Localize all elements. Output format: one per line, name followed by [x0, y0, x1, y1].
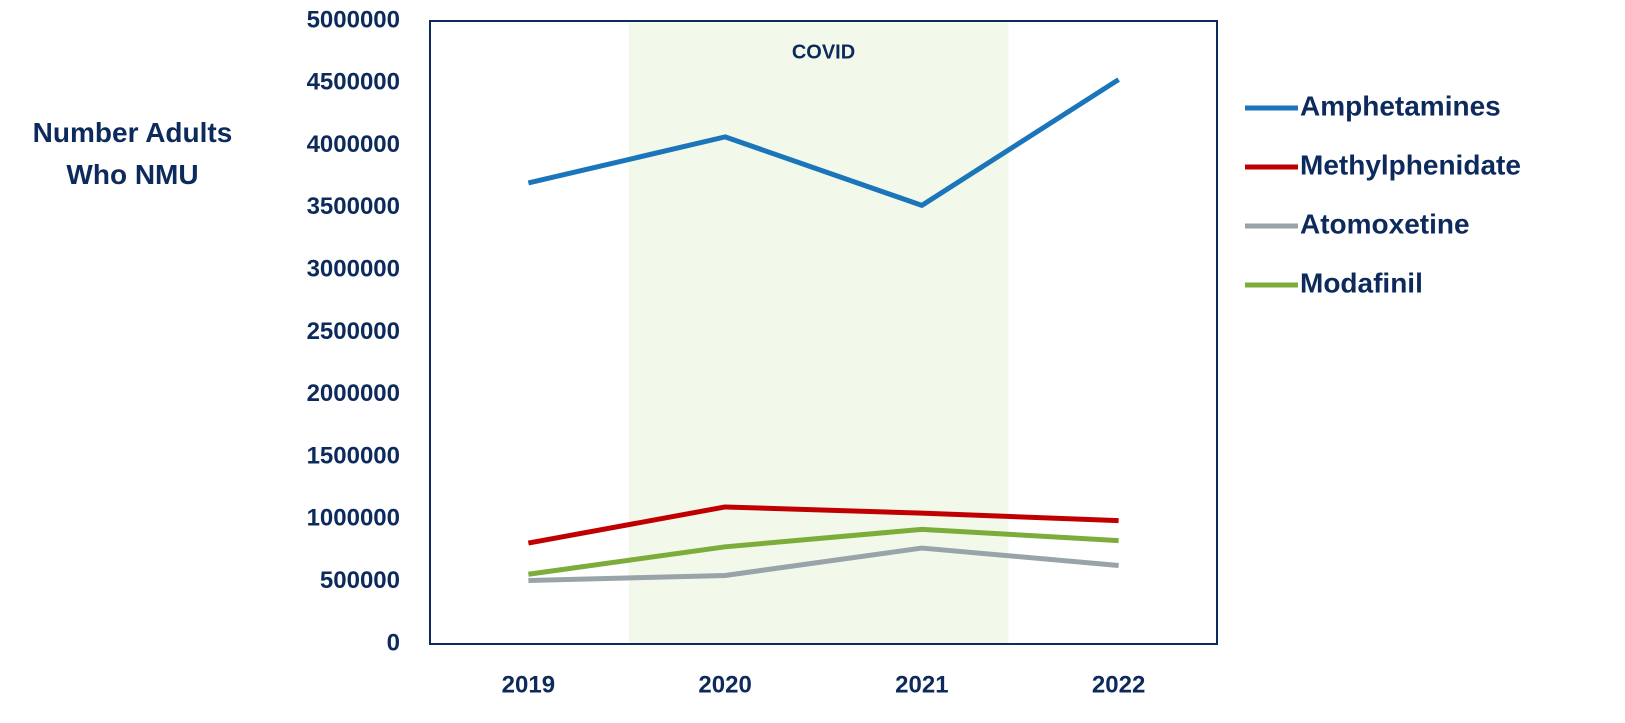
legend-label: Atomoxetine [1300, 208, 1470, 239]
legend-label: Amphetamines [1300, 90, 1501, 121]
y-tick-label: 3000000 [307, 256, 400, 283]
y-tick-label: 4000000 [307, 131, 400, 158]
y-tick-label: 3500000 [307, 193, 400, 220]
series-line [527, 504, 1119, 546]
x-tick-label: 2021 [895, 671, 948, 698]
y-tick-label: 4500000 [307, 69, 400, 96]
series-line [528, 545, 1119, 583]
series-line [527, 77, 1120, 208]
y-tick-label: 2500000 [307, 318, 400, 345]
annotation: COVID [792, 41, 855, 63]
plot-frame [429, 20, 1218, 645]
series-line [528, 526, 1119, 577]
y-tick-label: 2000000 [307, 380, 400, 407]
y-axis-label: Number Adults Who NMU [32, 117, 233, 190]
y-tick-label: 1000000 [307, 505, 400, 532]
y-tick-label: 500000 [320, 567, 400, 594]
x-tick-label: 2022 [1092, 671, 1145, 698]
y-tick-label: 5000000 [307, 6, 400, 33]
legend-label: Modafinil [1300, 267, 1423, 298]
legend-label: Methylphenidate [1300, 149, 1521, 180]
x-tick-label: 2020 [698, 671, 751, 698]
y-tick-label: 0 [387, 629, 400, 656]
y-tick-label: 1500000 [307, 442, 400, 469]
x-tick-label: 2019 [502, 671, 555, 698]
